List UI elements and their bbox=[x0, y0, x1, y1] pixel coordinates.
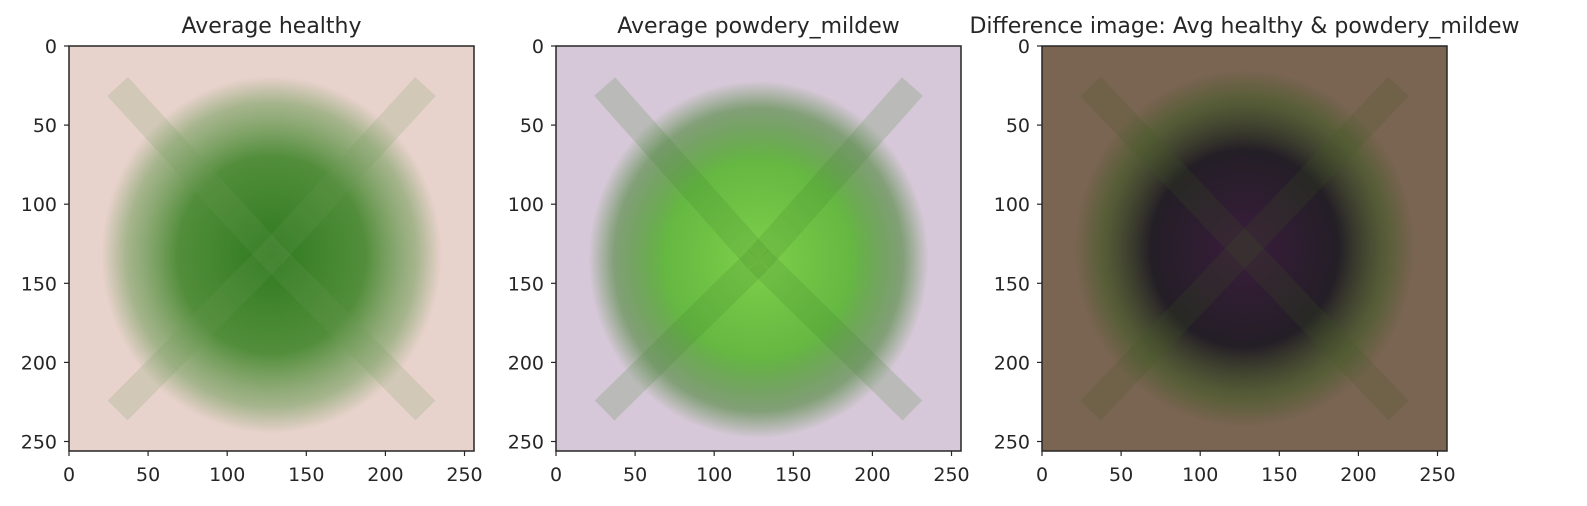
leaf-blob bbox=[1074, 69, 1415, 428]
y-tick-label: 100 bbox=[508, 194, 544, 216]
panel-3: Difference image: Avg healthy & powdery_… bbox=[969, 14, 1519, 486]
y-tick-label: 100 bbox=[21, 194, 57, 216]
corner-streak bbox=[261, 244, 436, 421]
image-heatmap bbox=[69, 46, 474, 451]
x-tick-label: 150 bbox=[288, 464, 324, 486]
y-tick-label: 50 bbox=[520, 115, 544, 137]
y-tick-label: 100 bbox=[994, 194, 1030, 216]
x-tick-label: 200 bbox=[854, 464, 890, 486]
image-heatmap bbox=[1042, 46, 1447, 451]
y-tick-label: 150 bbox=[508, 273, 544, 295]
corner-streak bbox=[107, 77, 282, 265]
x-tick-label: 250 bbox=[1419, 464, 1455, 486]
x-tick-label: 200 bbox=[367, 464, 403, 486]
corner-streak bbox=[594, 249, 769, 421]
y-tick-label: 0 bbox=[45, 36, 57, 58]
y-tick-label: 0 bbox=[532, 36, 544, 58]
y-tick-label: 50 bbox=[1006, 115, 1030, 137]
image-heatmap bbox=[556, 46, 961, 451]
x-tick-label: 100 bbox=[696, 464, 732, 486]
x-tick-label: 250 bbox=[933, 464, 969, 486]
corner-streak bbox=[1080, 238, 1255, 421]
x-tick-label: 50 bbox=[1109, 464, 1133, 486]
axes-frame bbox=[1041, 45, 1448, 452]
corner-streak bbox=[107, 244, 282, 421]
y-tick-label: 150 bbox=[21, 273, 57, 295]
y-tick-label: 250 bbox=[994, 432, 1030, 454]
x-tick-label: 100 bbox=[209, 464, 245, 486]
x-tick-label: 0 bbox=[63, 464, 75, 486]
corner-streak bbox=[748, 77, 923, 269]
y-tick-label: 250 bbox=[508, 432, 544, 454]
x-tick-label: 0 bbox=[550, 464, 562, 486]
x-tick-label: 100 bbox=[1182, 464, 1218, 486]
leaf-blob bbox=[588, 80, 929, 439]
y-tick-label: 0 bbox=[1018, 36, 1030, 58]
x-tick-label: 0 bbox=[1036, 464, 1048, 486]
x-tick-label: 50 bbox=[623, 464, 647, 486]
axes-frame bbox=[555, 45, 962, 452]
corner-streak bbox=[261, 77, 436, 265]
y-tick-label: 200 bbox=[508, 352, 544, 374]
axes-frame bbox=[68, 45, 475, 452]
panel-title: Average healthy bbox=[182, 14, 362, 39]
y-tick-label: 200 bbox=[994, 352, 1030, 374]
x-tick-label: 50 bbox=[136, 464, 160, 486]
leaf-blob bbox=[101, 76, 442, 434]
corner-streak bbox=[1234, 238, 1409, 421]
x-tick-label: 250 bbox=[446, 464, 482, 486]
x-tick-label: 150 bbox=[1261, 464, 1297, 486]
y-tick-label: 50 bbox=[33, 115, 57, 137]
corner-streak bbox=[1080, 76, 1255, 259]
corner-streak bbox=[1234, 76, 1409, 259]
corner-streak bbox=[748, 249, 923, 421]
panel-title: Difference image: Avg healthy & powdery_… bbox=[969, 14, 1519, 39]
x-tick-label: 150 bbox=[775, 464, 811, 486]
panel-2: Average powdery_mildew 0 50 100 150 200 250 0 50… bbox=[508, 14, 970, 486]
x-tick-label: 200 bbox=[1340, 464, 1376, 486]
panel-title: Average powdery_mildew bbox=[617, 14, 899, 39]
y-tick-label: 150 bbox=[994, 273, 1030, 295]
y-tick-label: 200 bbox=[21, 352, 57, 374]
corner-streak bbox=[594, 77, 769, 269]
y-tick-label: 250 bbox=[21, 432, 57, 454]
panel-1: Average healthy 0 50 100 150 200 250 0 50 100 150 2… bbox=[21, 14, 483, 486]
